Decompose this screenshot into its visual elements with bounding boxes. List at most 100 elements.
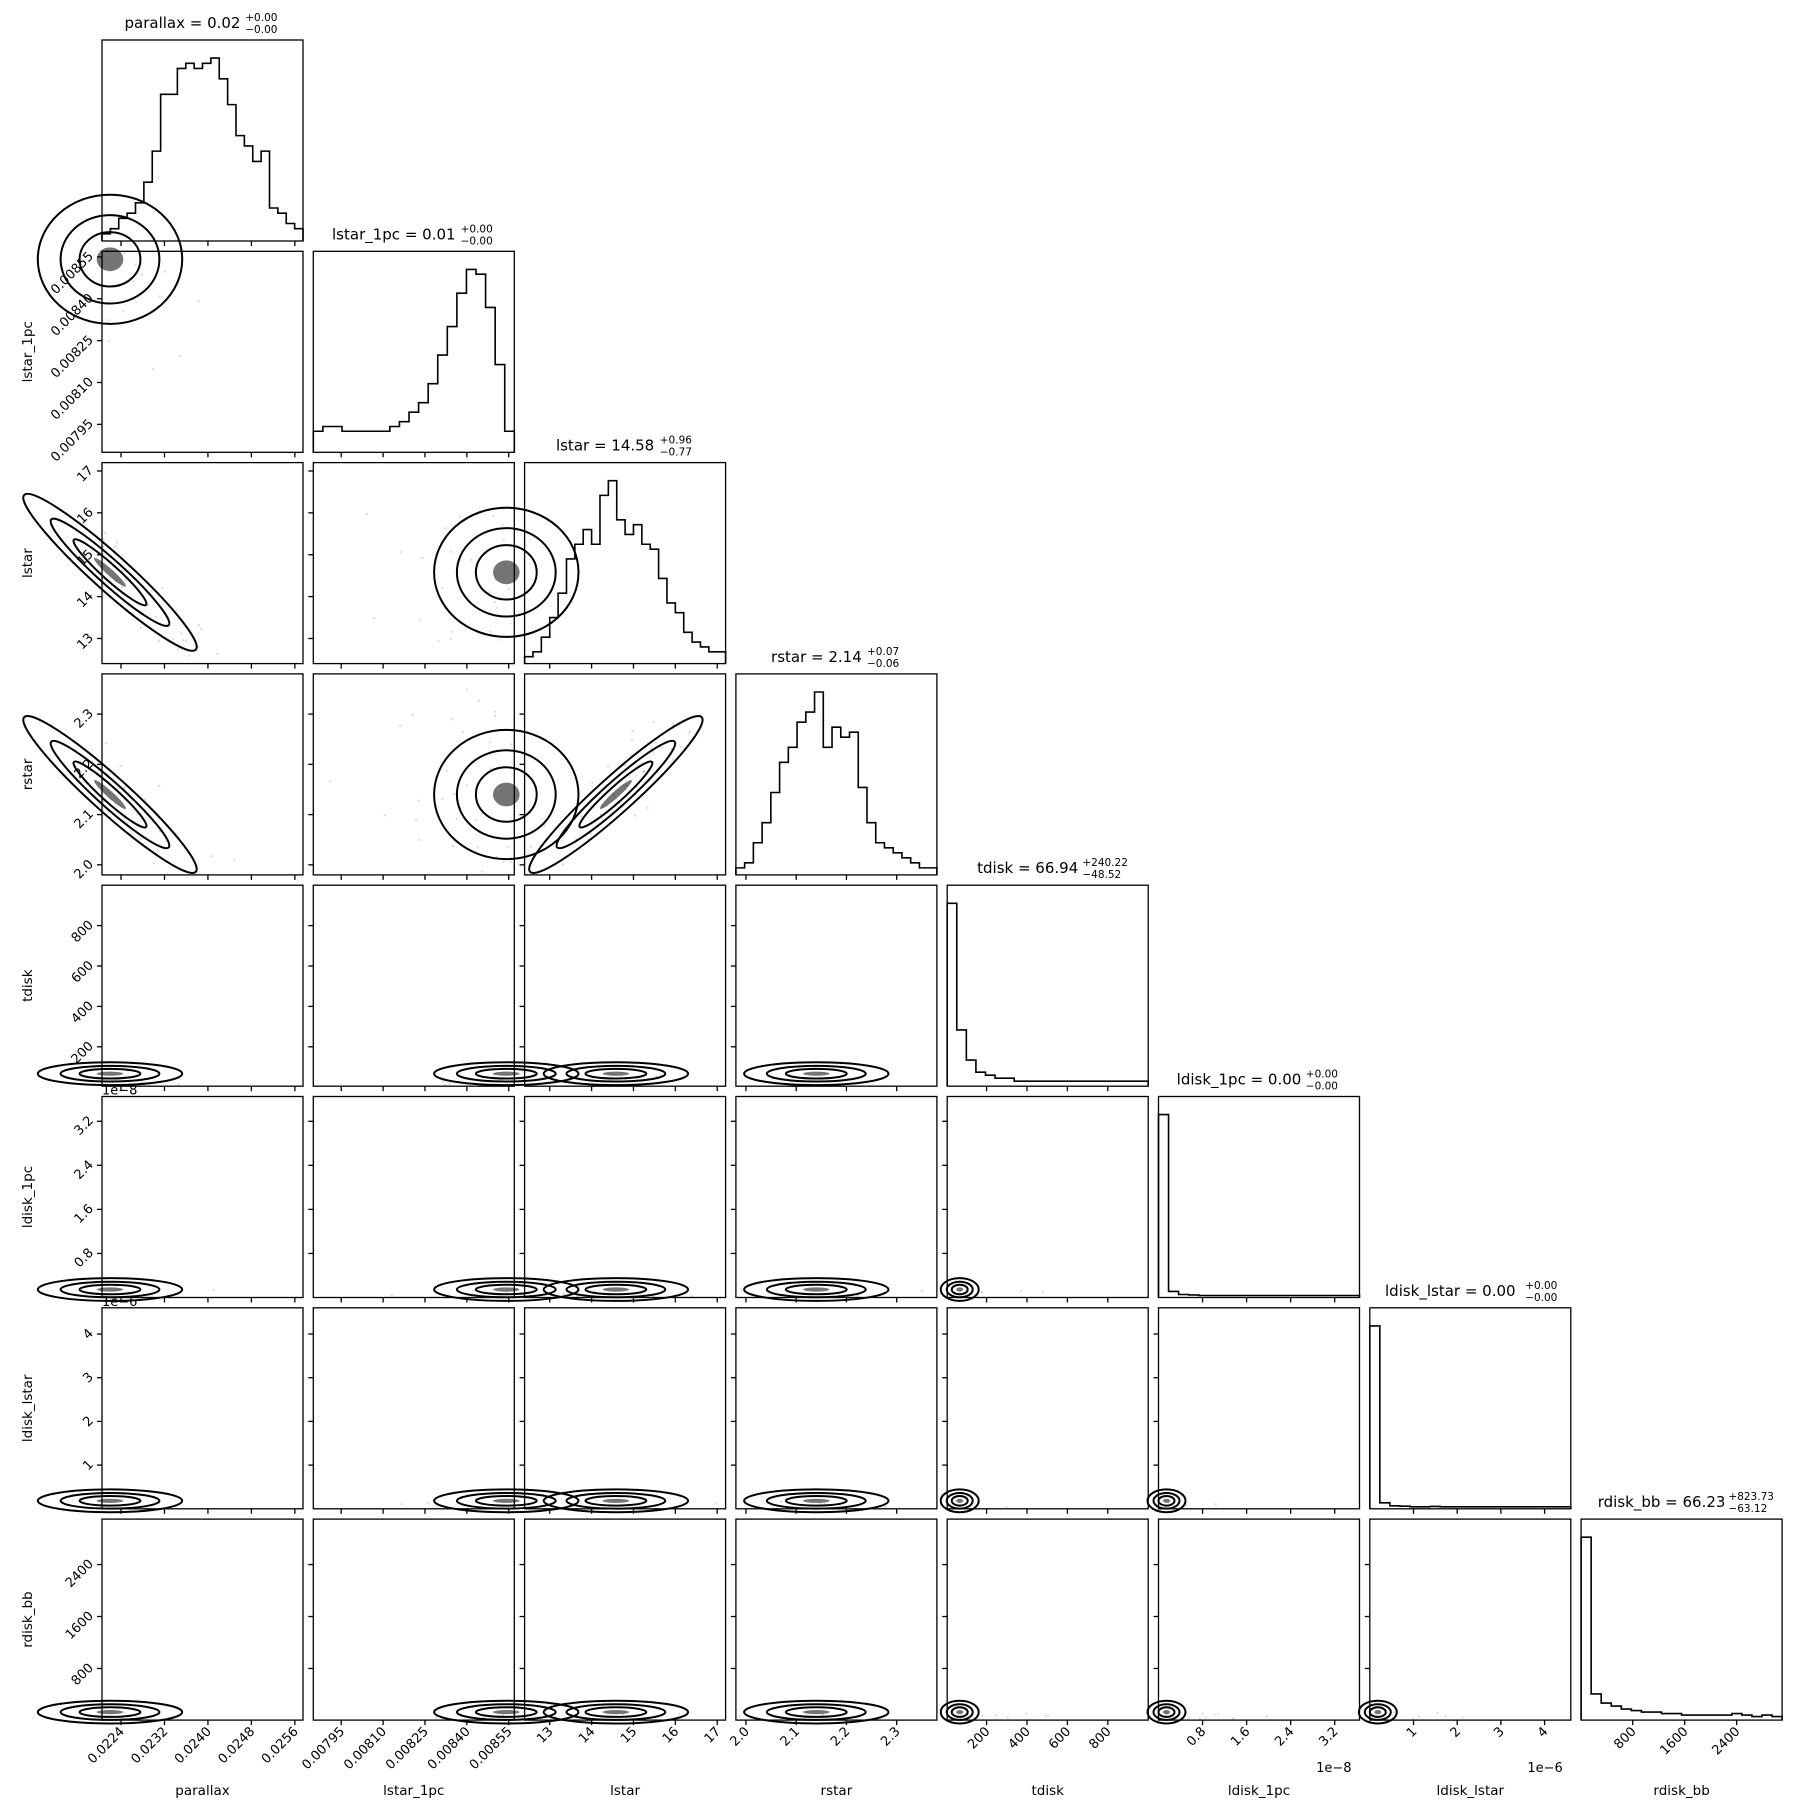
panel-tdisk-vs-rstar [730,884,938,1092]
sample-point [134,263,137,266]
y-axis-label: rdisk_bb [20,1591,36,1647]
title-sub-ldisk_1pc: −0.00 [1306,1081,1338,1093]
sample-point [994,1714,997,1717]
contour-level [493,1071,520,1076]
x-tick-label: 2.1 [778,1724,803,1749]
axes-frame [523,1307,727,1510]
sample-point [365,512,369,516]
sample-point [591,781,594,785]
x-tick-label: 800 [1611,1724,1639,1752]
sample-point [177,1083,180,1086]
panel-ldisk_lstar-vs-ldisk_lstar [1369,1307,1572,1514]
panel-ldisk_lstar-vs-lstar_1pc [308,1307,580,1514]
contour-level [950,1495,969,1507]
y-offset-label: 1e−8 [102,1084,137,1099]
y-tick-label: 0.00840 [48,291,97,340]
contour-level [78,231,142,288]
panel-rstar-vs-parallax [22,673,304,880]
sample-point [1217,1712,1220,1716]
sample-point [1041,1291,1044,1294]
sample-point [449,637,452,641]
x-tick-label: 4 [1535,1724,1551,1740]
sample-point [509,622,512,625]
axes-frame [101,461,304,665]
sample-point [561,863,565,866]
contour-level [578,760,654,829]
x-tick-label: 1 [1404,1724,1420,1740]
sample-point [1025,1712,1028,1715]
sample-point [115,541,119,544]
panel-ldisk_lstar-vs-ldisk_1pc [1146,1307,1361,1514]
sample-point [197,299,200,303]
sample-point [780,1500,783,1504]
sample-point [838,1293,841,1296]
sample-point [477,699,481,703]
sample-point [197,624,201,627]
contour-level [939,1488,980,1514]
contour-level [956,1710,964,1715]
title-sub-ldisk_lstar: −0.00 [1525,1292,1557,1304]
title-sub-rdisk_bb: −63.12 [1728,1503,1767,1515]
contour-level [78,1283,142,1296]
sample-point [493,714,497,718]
sample-point [642,770,646,773]
sample-point [143,798,147,801]
x-tick-label: 2.4 [1272,1724,1297,1749]
x-tick-label: 17 [702,1724,724,1746]
contour-level [784,1283,848,1296]
panel-rdisk_bb-vs-rdisk_bb [1580,1518,1783,1726]
sample-point [212,1288,215,1291]
sample-point [493,710,497,713]
sample-point [121,569,124,572]
contour-level [565,1064,667,1083]
axes-frame [735,1307,938,1510]
contour-level [743,1061,890,1087]
contour-level [433,1061,580,1087]
y-tick-label: 2.4 [72,1158,97,1183]
contour-level [602,1287,630,1292]
sample-point [176,647,180,651]
x-axis-label: rdisk_bb [1653,1783,1709,1799]
sample-point [107,319,110,322]
histogram-ldisk_1pc [1157,1113,1361,1298]
contour-level [36,1277,184,1302]
axes-frame [946,1518,1149,1721]
title-ldisk_lstar: ldisk_lstar = 0.00 [1385,1282,1516,1301]
x-tick-label: 0.0256 [259,1724,302,1767]
sample-point [104,531,107,535]
sample-point [1185,1504,1188,1507]
x-tick-label: 1.6 [1228,1724,1253,1749]
sample-point [623,763,627,767]
x-tick-label: 3 [1491,1724,1507,1740]
axes-frame [735,1095,938,1299]
axes-frame [312,884,515,1087]
contour-level [455,1064,557,1083]
panel-rdisk_bb-vs-ldisk_lstar [1357,1518,1572,1726]
sample-point [690,1294,694,1298]
sample-point [1047,1714,1050,1717]
sample-point [158,830,161,833]
contour-level [803,1287,830,1292]
sample-point [560,839,564,842]
axes-frame [312,250,515,453]
contour-level [555,739,677,850]
panel-tdisk-vs-lstar [519,884,727,1092]
sample-point [634,774,638,777]
y-axis-label: tdisk [20,969,36,1002]
contour-level [493,782,520,807]
axes-frame [312,1518,515,1721]
title-lstar: lstar = 14.58 [556,437,654,455]
sample-point [399,550,402,554]
contour-level [72,538,148,607]
sample-point [417,799,420,802]
sample-point [181,638,185,642]
title-sup-rdisk_bb: +823.73 [1728,1491,1774,1503]
axes-frame [1157,1307,1361,1510]
sample-point [595,1499,598,1503]
panel-rdisk_bb-vs-rstar [730,1518,938,1726]
sample-point [580,815,583,818]
contour-level [599,780,632,809]
sample-point [175,609,178,612]
histogram-tdisk [946,902,1149,1087]
histogram-lstar [523,479,727,664]
